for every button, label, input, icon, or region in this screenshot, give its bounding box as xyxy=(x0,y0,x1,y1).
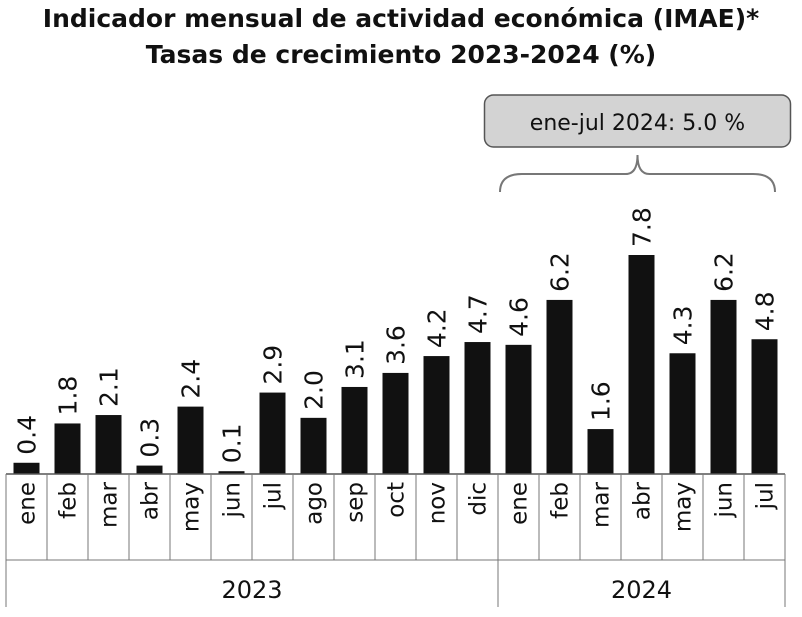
x-tick-label: mar xyxy=(97,481,123,527)
x-tick-label: mar xyxy=(589,481,615,527)
bar-value-label: 4.6 xyxy=(505,297,534,337)
bar xyxy=(628,255,655,474)
bar-value-label: 2.1 xyxy=(95,367,124,407)
x-tick-label: jun xyxy=(712,482,738,519)
x-tick-label: abr xyxy=(630,481,656,520)
bar xyxy=(341,386,368,474)
bar xyxy=(259,392,286,474)
bar-value-label: 0.3 xyxy=(136,418,165,458)
x-tick-label: may xyxy=(671,482,697,532)
x-tick-label: may xyxy=(179,482,205,532)
bar-value-label: 4.2 xyxy=(423,308,452,348)
bar xyxy=(136,465,163,474)
bar-value-label: 2.4 xyxy=(177,359,206,399)
bar-value-label: 2.0 xyxy=(300,370,329,410)
bar xyxy=(710,299,737,474)
bar-value-label: 2.9 xyxy=(259,345,288,385)
x-tick-label: ene xyxy=(507,482,533,525)
bar-value-label: 0.1 xyxy=(218,423,247,463)
year-label: 2024 xyxy=(611,576,672,604)
bar xyxy=(95,415,122,474)
bar xyxy=(464,342,491,474)
bar-value-label: 1.8 xyxy=(54,376,83,416)
bar-value-label: 7.8 xyxy=(628,207,657,247)
bar-value-label: 1.6 xyxy=(587,381,616,421)
x-tick-label: jun xyxy=(220,482,246,519)
x-tick-label: ago xyxy=(302,482,328,525)
annotation-brace xyxy=(499,154,776,193)
x-tick-label: ene xyxy=(15,482,41,525)
annotation-text: ene-jul 2024: 5.0 % xyxy=(530,111,745,136)
bar-value-label: 3.6 xyxy=(382,325,411,365)
x-tick-label: nov xyxy=(425,482,451,524)
x-tick-label: dic xyxy=(466,482,492,516)
x-tick-label: feb xyxy=(548,482,574,519)
bar xyxy=(382,372,409,474)
bar xyxy=(587,429,614,474)
x-tick-label: abr xyxy=(138,481,164,520)
bar-value-label: 6.2 xyxy=(710,252,739,292)
x-tick-label: feb xyxy=(56,482,82,519)
bar-value-label: 4.3 xyxy=(669,306,698,346)
bar xyxy=(546,299,573,474)
x-tick-label: jul xyxy=(261,482,287,510)
x-tick-label: oct xyxy=(384,482,410,518)
bar xyxy=(177,406,204,474)
bar-value-label: 6.2 xyxy=(546,252,575,292)
bar xyxy=(13,462,40,474)
x-tick-label: jul xyxy=(753,482,779,510)
bar xyxy=(669,353,696,474)
bar xyxy=(423,356,450,474)
annotation-box xyxy=(483,94,792,148)
bar-value-label: 3.1 xyxy=(341,339,370,379)
bar xyxy=(505,344,532,474)
bar-value-label: 0.4 xyxy=(13,415,42,455)
bar xyxy=(54,423,81,474)
x-tick-label: sep xyxy=(343,482,369,523)
chart-title: Indicador mensual de actividad económica… xyxy=(42,4,760,33)
bar xyxy=(218,471,245,474)
year-label: 2023 xyxy=(221,576,282,604)
bar-value-label: 4.8 xyxy=(751,291,780,331)
bar xyxy=(300,417,327,474)
bar xyxy=(751,339,778,474)
chart-subtitle: Tasas de crecimiento 2023-2024 (%) xyxy=(145,40,657,69)
bar-value-label: 4.7 xyxy=(464,294,493,334)
